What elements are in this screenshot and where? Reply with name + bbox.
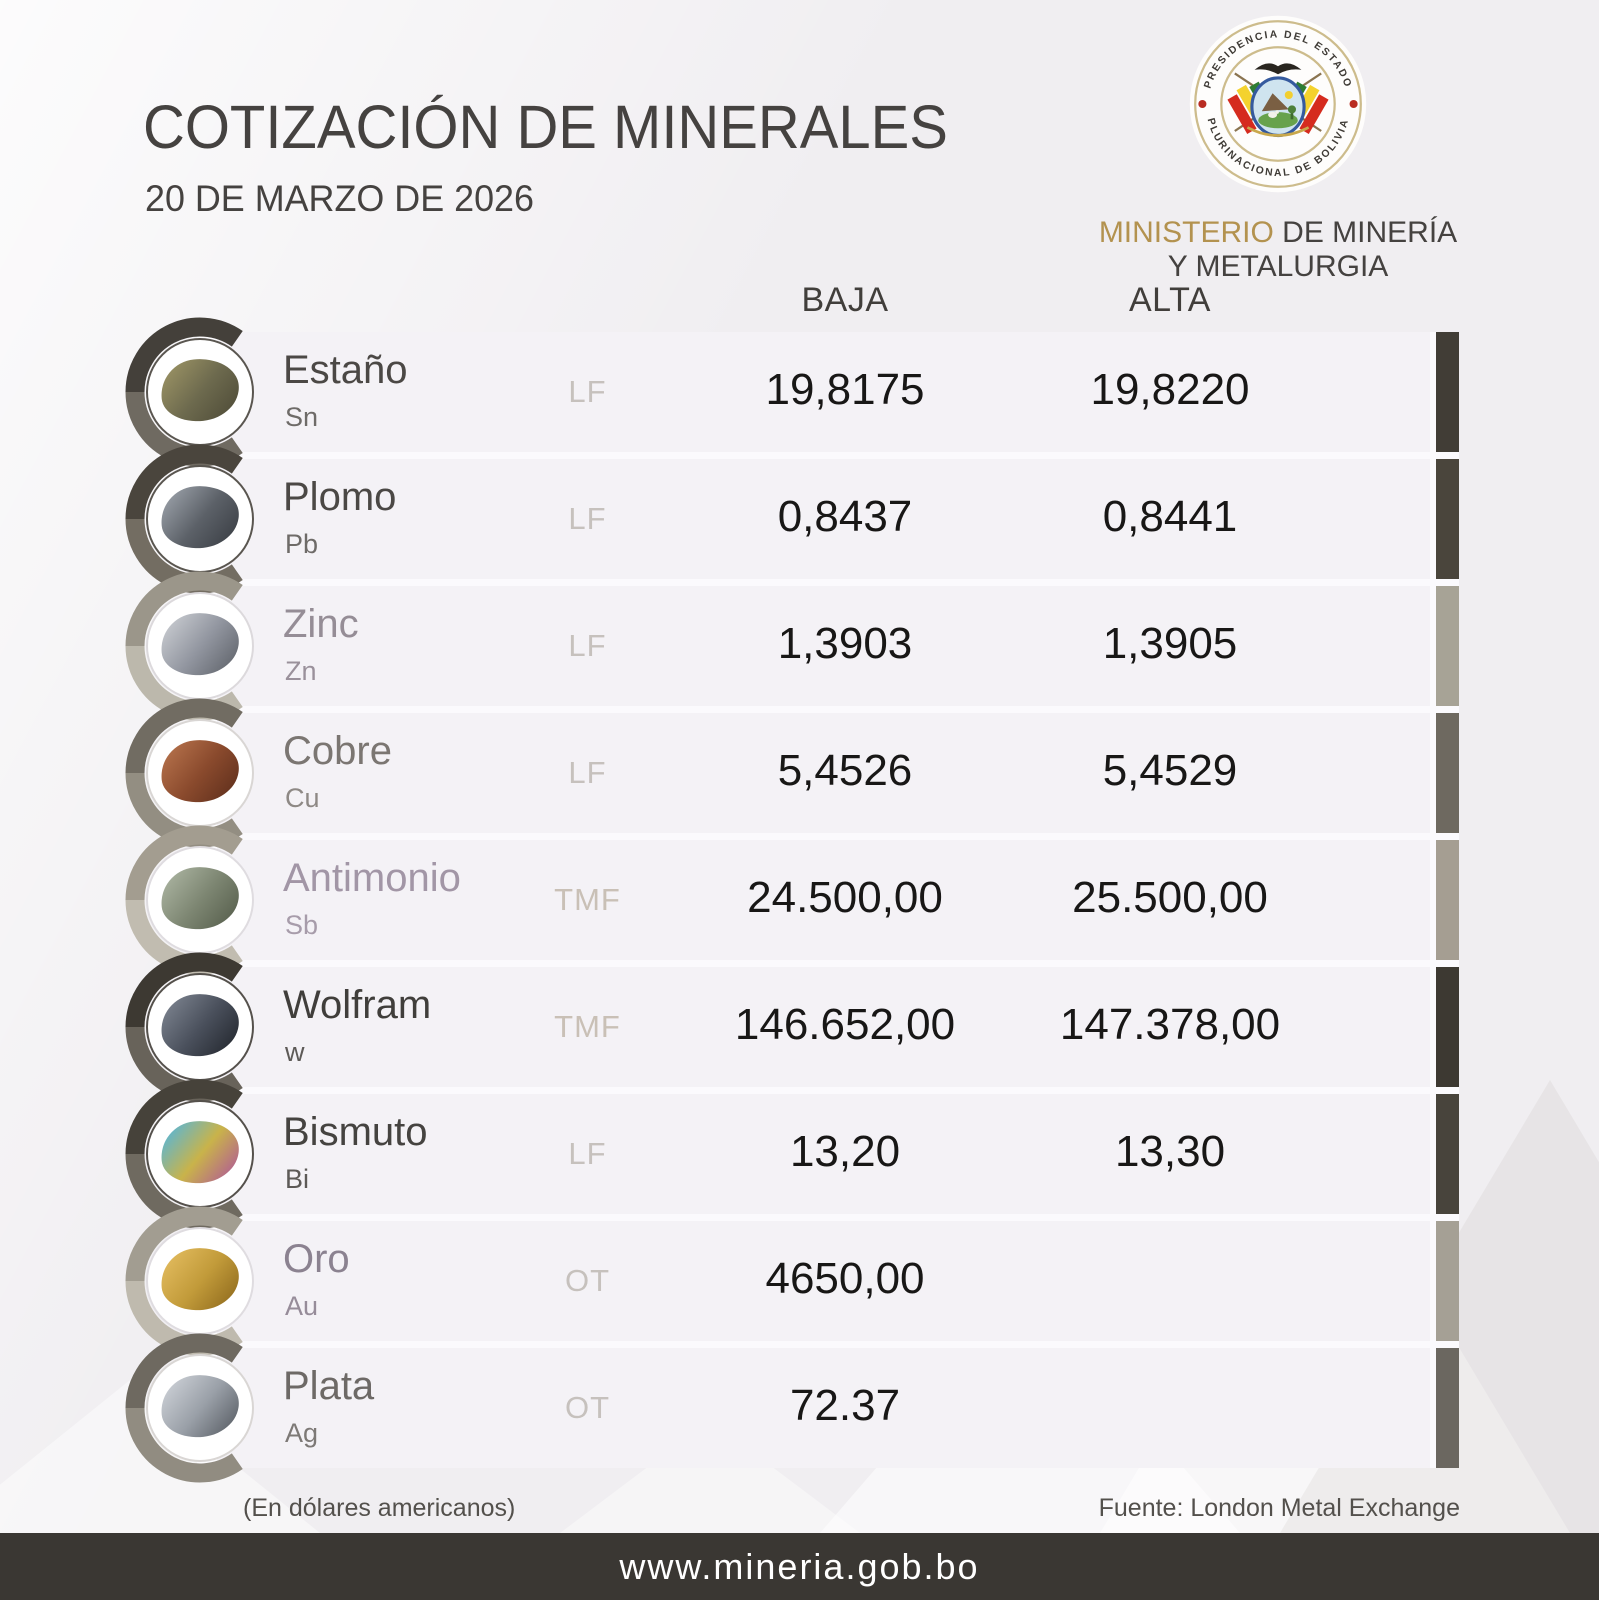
seal-dot-left xyxy=(1198,99,1207,109)
column-header-baja: BAJA xyxy=(801,281,889,319)
row-band xyxy=(205,1221,1430,1341)
mineral-row: Antimonio Sb TMF 24.500,00 25.500,00 xyxy=(0,825,1599,975)
mineral-unit: OT xyxy=(564,1263,611,1298)
ministry-name: MINISTERIO DE MINERÍA Y METALURGIA xyxy=(1090,216,1466,284)
price-alta: 1,3905 xyxy=(1102,619,1238,668)
row-accent-bar xyxy=(1436,840,1459,960)
mineral-row: Plomo Pb LF 0,8437 0,8441 xyxy=(0,444,1599,594)
mineral-row: Estaño Sn LF 19,8175 19,8220 xyxy=(0,317,1599,467)
price-baja: 13,20 xyxy=(789,1127,901,1176)
row-band xyxy=(205,1094,1430,1214)
row-band xyxy=(205,459,1430,579)
website-bar: www.mineria.gob.bo xyxy=(0,1533,1599,1600)
price-alta: 19,8220 xyxy=(1090,365,1250,414)
row-accent-bar xyxy=(1436,586,1459,706)
mineral-row: Cobre Cu LF 5,4526 5,4529 xyxy=(0,698,1599,848)
mineral-row: Zinc Zn LF 1,3903 1,3905 xyxy=(0,571,1599,721)
mineral-name: Estaño xyxy=(283,348,408,392)
mineral-row: Wolfram w TMF 146.652,00 147.378,00 xyxy=(0,952,1599,1102)
page-title: COTIZACIÓN DE MINERALES xyxy=(143,93,948,161)
row-band xyxy=(205,586,1430,706)
mineral-name: Cobre xyxy=(283,729,392,773)
bolivia-state-seal-icon: PRESIDENCIA DEL ESTADO PLURINACIONAL DE … xyxy=(1189,15,1367,193)
mineral-unit: LF xyxy=(568,501,607,536)
mineral-name: Wolfram xyxy=(283,983,432,1027)
mineral-symbol: Cu xyxy=(285,783,320,813)
mineral-name: Plomo xyxy=(283,475,397,519)
mineral-symbol: w xyxy=(285,1037,305,1067)
mineral-unit: LF xyxy=(568,628,607,663)
row-band xyxy=(205,840,1430,960)
row-accent-bar xyxy=(1436,1094,1459,1214)
column-header-alta: ALTA xyxy=(1129,281,1211,319)
price-baja: 24.500,00 xyxy=(747,873,943,922)
mineral-rows: Estaño Sn LF 19,8175 19,8220 Plomo Pb LF… xyxy=(0,317,1599,1483)
mineral-unit: TMF xyxy=(554,882,621,917)
mineral-symbol: Ag xyxy=(285,1418,319,1448)
row-accent-bar xyxy=(1436,459,1459,579)
mineral-row: Oro Au OT 4650,00 xyxy=(0,1206,1599,1356)
mineral-symbol: Zn xyxy=(285,656,317,686)
coat-of-arms-icon xyxy=(1227,63,1329,138)
ministry-line2: Y METALURGIA xyxy=(1167,249,1389,283)
mineral-unit: LF xyxy=(568,1136,607,1171)
condor-icon xyxy=(1254,63,1302,75)
page-date: 20 DE MARZO DE 2026 xyxy=(145,178,534,219)
row-accent-bar xyxy=(1436,1348,1459,1468)
mineral-symbol: Sn xyxy=(285,402,319,432)
row-accent-bar xyxy=(1436,1221,1459,1341)
price-alta: 5,4529 xyxy=(1102,746,1238,795)
row-band xyxy=(205,967,1430,1087)
price-alta: 147.378,00 xyxy=(1059,1000,1281,1049)
mineral-symbol: Au xyxy=(285,1291,319,1321)
mineral-name: Plata xyxy=(283,1364,375,1408)
mineral-name: Zinc xyxy=(283,602,359,646)
mineral-unit: LF xyxy=(568,755,607,790)
row-accent-bar xyxy=(1436,967,1459,1087)
mineral-unit: TMF xyxy=(554,1009,621,1044)
row-accent-bar xyxy=(1436,713,1459,833)
mineral-name: Antimonio xyxy=(283,856,461,900)
price-baja: 72.37 xyxy=(789,1381,901,1430)
row-accent-bar xyxy=(1436,332,1459,452)
price-baja: 19,8175 xyxy=(765,365,925,414)
source-note: Fuente: London Metal Exchange xyxy=(1098,1494,1460,1522)
price-baja: 5,4526 xyxy=(777,746,913,795)
currency-note: (En dólares americanos) xyxy=(243,1494,516,1522)
mineral-symbol: Sb xyxy=(285,910,319,940)
mineral-unit: OT xyxy=(564,1390,611,1425)
price-alta: 0,8441 xyxy=(1102,492,1238,541)
mineral-name: Bismuto xyxy=(283,1110,428,1154)
price-baja: 146.652,00 xyxy=(734,1000,956,1049)
mineral-symbol: Bi xyxy=(285,1164,310,1194)
row-band xyxy=(205,713,1430,833)
price-alta: 25.500,00 xyxy=(1072,873,1268,922)
mineral-row: Bismuto Bi LF 13,20 13,30 xyxy=(0,1079,1599,1229)
row-band xyxy=(205,1348,1430,1468)
ministry-word-rest: DE MINERÍA xyxy=(1273,216,1458,249)
seal-dot-right xyxy=(1349,99,1358,109)
mineral-name: Oro xyxy=(283,1237,350,1281)
price-baja: 1,3903 xyxy=(777,619,913,668)
price-baja: 0,8437 xyxy=(777,492,913,541)
mineral-row: Plata Ag OT 72.37 xyxy=(0,1333,1599,1483)
mineral-unit: LF xyxy=(568,374,607,409)
ministry-word-accent: MINISTERIO xyxy=(1098,216,1274,249)
price-baja: 4650,00 xyxy=(765,1254,925,1303)
price-alta: 13,30 xyxy=(1114,1127,1226,1176)
row-band xyxy=(205,332,1430,452)
mineral-symbol: Pb xyxy=(285,529,319,559)
